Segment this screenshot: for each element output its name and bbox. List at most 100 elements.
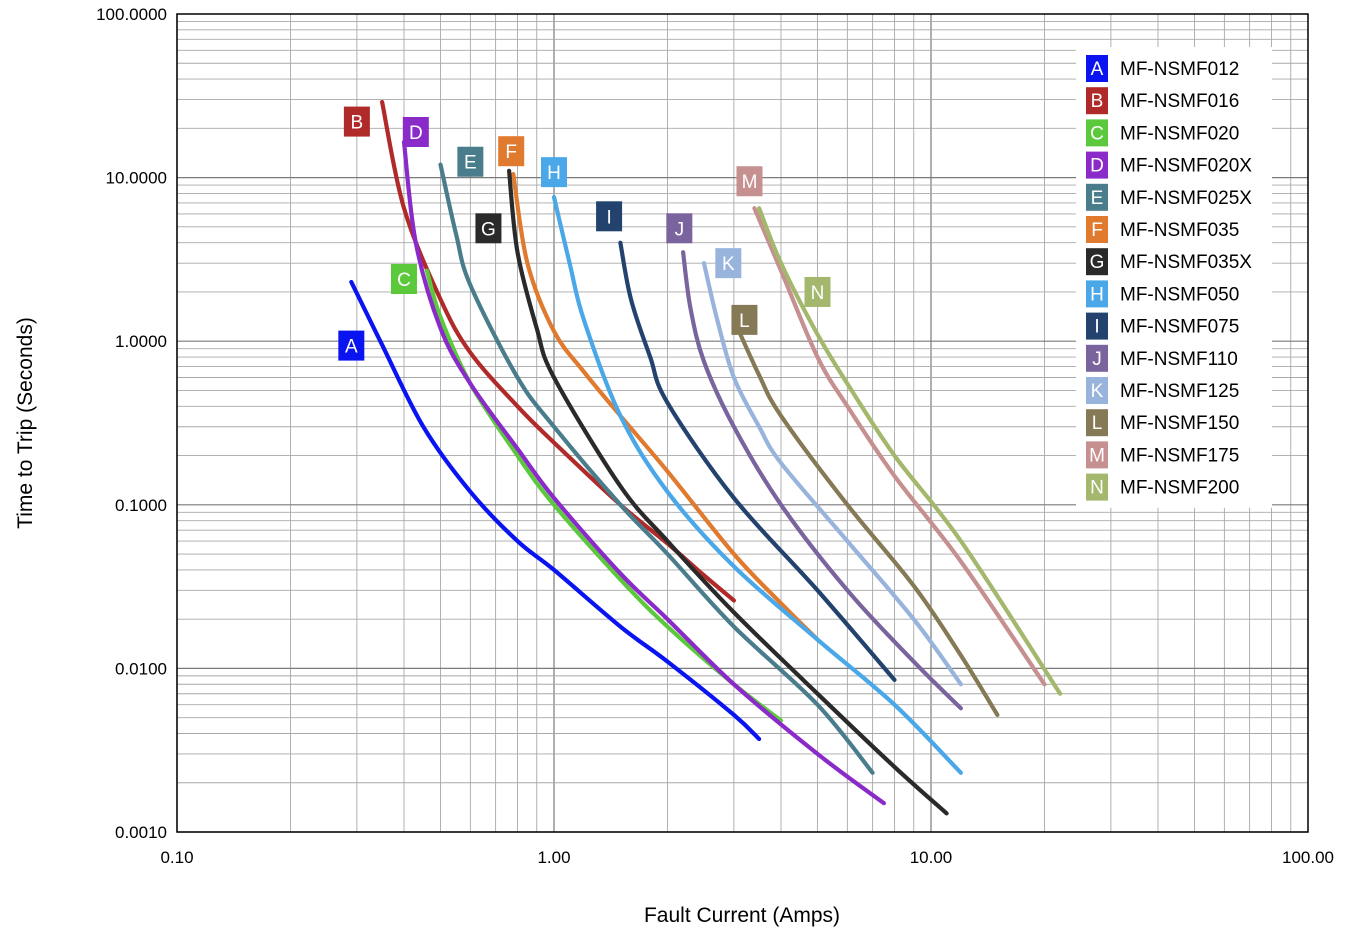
curve-badge-box [666, 213, 693, 244]
legend-item: D MF-NSMF020X [1086, 151, 1252, 179]
curve-badge-j: J [666, 213, 693, 244]
x-tick-label: 10.00 [910, 848, 953, 867]
curve-badge-box [541, 157, 567, 188]
y-tick-label: 0.0010 [115, 823, 167, 842]
legend-letter: I [1094, 317, 1099, 338]
legend-label: MF-NSMF035 [1120, 220, 1239, 241]
curve-badge-n: N [804, 276, 831, 307]
y-tick-label: 0.0100 [115, 659, 167, 678]
legend-label: MF-NSMF125 [1120, 381, 1239, 402]
curve-badge-a: A [338, 330, 365, 361]
curve-badge-box [596, 201, 623, 232]
tick-label-layer: 0.10 1.00 10.00 100.00 100.0000 10.0000 1.0000… [96, 5, 1334, 867]
legend-letter: C [1090, 123, 1104, 144]
legend-item: J MF-NSMF110 [1086, 344, 1238, 372]
curve-badge-box [475, 213, 502, 244]
curve-badge-box [804, 276, 831, 307]
legend-letter: N [1090, 478, 1104, 499]
legend-label: MF-NSMF025X [1120, 188, 1252, 209]
legend-swatch [1086, 441, 1108, 469]
curve-badge-letter: E [464, 153, 477, 174]
legend-label: MF-NSMF175 [1120, 445, 1239, 466]
curve-badge-box [715, 248, 742, 279]
legend-letter: G [1090, 252, 1105, 273]
legend-swatch [1086, 151, 1108, 179]
legend-item: N MF-NSMF200 [1086, 473, 1239, 501]
curve-badge-letter: K [722, 254, 735, 275]
curve-e [438, 162, 875, 775]
curve-badge-i: I [596, 201, 623, 232]
legend-letter: E [1091, 188, 1104, 209]
curve-badge-box [731, 304, 758, 335]
curve-badge-box [343, 106, 370, 137]
x-tick-label: 1.00 [537, 848, 570, 867]
legend-swatch [1086, 55, 1108, 82]
curve-badge-k: K [715, 248, 742, 279]
curve-badge-f: F [498, 136, 525, 167]
legend-letter: A [1091, 59, 1104, 80]
legend-item: F MF-NSMF035 [1086, 216, 1239, 243]
legend-item: M MF-NSMF175 [1086, 441, 1239, 469]
legend-letter: L [1092, 413, 1103, 434]
curve-badge-h: H [541, 157, 567, 188]
legend-box [1076, 47, 1272, 508]
curve-badge-c: C [390, 263, 417, 294]
legend-swatch [1086, 280, 1108, 308]
legend-item: A MF-NSMF012 [1086, 55, 1239, 82]
curve-badge-letter: L [739, 311, 750, 332]
curve-badge-e: E [457, 146, 484, 177]
legend-item: C MF-NSMF020 [1086, 119, 1239, 147]
curve-badge-letter: H [547, 163, 561, 184]
curve-badge-box [390, 263, 417, 294]
legend-swatch [1086, 248, 1108, 276]
curve-d [401, 139, 886, 806]
grid-layer [176, 14, 1308, 833]
legend: A MF-NSMF012 B MF-NSMF016 C MF-NSMF020 D MF-NSM… [1076, 47, 1272, 508]
legend-item: G MF-NSMF035X [1086, 248, 1252, 276]
legend-swatch [1086, 377, 1108, 404]
curve-badge-letter: N [811, 283, 825, 304]
legend-item: E MF-NSMF025X [1086, 183, 1252, 211]
curve-a [349, 279, 762, 742]
curve-badge-letter: F [505, 142, 517, 163]
curve-badge-b: B [343, 106, 370, 137]
legend-label: MF-NSMF035X [1120, 252, 1252, 273]
curve-l [731, 317, 1000, 717]
legend-label: MF-NSMF020X [1120, 156, 1252, 177]
curve-h [551, 195, 963, 775]
curve-badge-l: L [731, 304, 758, 335]
y-tick-label: 0.1000 [115, 496, 167, 515]
legend-swatch [1086, 183, 1108, 211]
curve-badge-d: D [402, 116, 429, 147]
curve-badge-letter: B [351, 113, 364, 134]
legend-label: MF-NSMF012 [1120, 59, 1239, 80]
legend-swatch [1086, 87, 1108, 115]
legend-item: L MF-NSMF150 [1086, 409, 1239, 437]
legend-letter: F [1091, 220, 1103, 241]
legend-label: MF-NSMF075 [1120, 317, 1239, 338]
curve-badge-box [338, 330, 365, 361]
x-tick-label: 100.00 [1282, 848, 1334, 867]
legend-swatch [1086, 409, 1108, 437]
curve-badge-letter: G [481, 219, 496, 240]
plot-frame [176, 13, 1309, 833]
legend-label: MF-NSMF200 [1120, 478, 1239, 499]
curve-k [701, 261, 963, 687]
curve-badge-box [736, 166, 763, 197]
curve-badge-letter: I [606, 207, 611, 228]
legend-item: I MF-NSMF075 [1086, 312, 1239, 340]
legend-label: MF-NSMF020 [1120, 123, 1239, 144]
y-axis-title: Time to Trip (Seconds) [14, 317, 37, 529]
curve-n [757, 206, 1063, 696]
curve-m [752, 206, 1047, 687]
legend-label: MF-NSMF150 [1120, 413, 1239, 434]
curve-badge-letter: C [397, 270, 411, 291]
legend-swatch [1086, 119, 1108, 147]
curve-badge-box [457, 146, 484, 177]
legend-swatch [1086, 312, 1108, 340]
curve-badge-box [498, 136, 525, 167]
curve-j [681, 250, 963, 711]
curve-badge-letter: A [345, 337, 358, 358]
curve-badge-letter: J [675, 219, 685, 240]
legend-swatch [1086, 344, 1108, 372]
